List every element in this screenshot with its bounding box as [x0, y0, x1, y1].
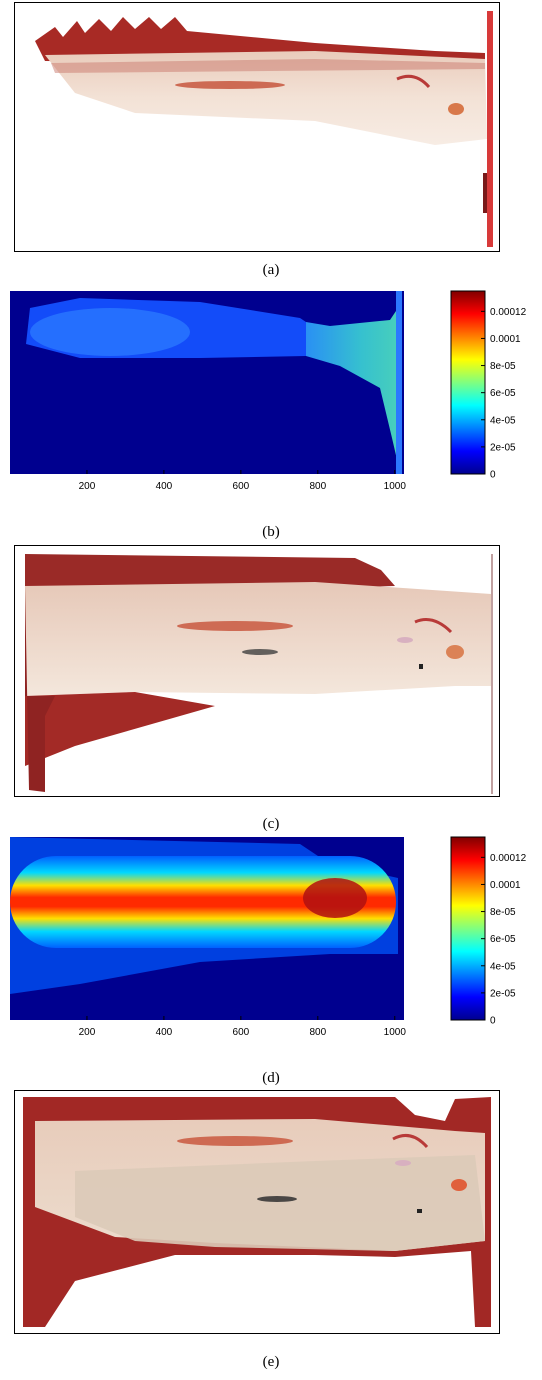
caption-c: (c) [262, 816, 280, 832]
caption-d: (d) [262, 1070, 280, 1086]
x-tick-label: 400 [156, 481, 173, 492]
x-tick-label: 800 [309, 1027, 326, 1038]
colorbar-tick-label: 0 [490, 470, 496, 481]
colorbar-tick-label: 0.00012 [490, 307, 527, 318]
x-tick-label: 1000 [384, 481, 407, 492]
caption-a: (a) [262, 262, 280, 278]
colorbar-tick-label: 8e-05 [490, 361, 516, 372]
colorbar-d [450, 836, 486, 1021]
caption-e: (e) [262, 1354, 280, 1370]
texture-panel-a [14, 2, 500, 252]
colorbar-tick-label: 0.00012 [490, 853, 527, 864]
colorbar-tick-label: 2e-05 [490, 988, 516, 999]
texture-panel-e [14, 1090, 500, 1334]
texture-image-c [25, 554, 493, 794]
colorbar-tick-label: 0.0001 [490, 880, 521, 891]
heatmap-d: 200 400 600 800 1000 0 2e-05 4e-05 6e-05 8e-05 0.… [10, 836, 527, 1038]
x-tick-label: 800 [309, 481, 326, 492]
texture-image-e [23, 1097, 491, 1327]
heatmap-panel-d: 200 400 600 800 1000 0 2e-05 4e-05 6e-05 8e-05 0.… [0, 834, 542, 1044]
texture-panel-c [14, 545, 500, 797]
colorbar-tick-label: 0.0001 [490, 334, 521, 345]
x-tick-label: 1000 [384, 1027, 407, 1038]
x-tick-label: 200 [79, 481, 96, 492]
texture-image-a [35, 11, 493, 247]
heatmap-b: 200 400 600 800 1000 0 2e-05 4e-05 6e-05 8e-05 0.… [10, 290, 527, 492]
colorbar-tick-label: 4e-05 [490, 961, 516, 972]
colorbar-b [450, 290, 486, 475]
x-tick-label: 600 [233, 1027, 250, 1038]
x-tick-label: 200 [79, 1027, 96, 1038]
caption-b: (b) [262, 524, 280, 540]
colorbar-tick-label: 0 [490, 1016, 496, 1027]
heatmap-panel-b: 200 400 600 800 1000 0 2e-05 4e-05 6e-05 8e-05 0.… [0, 288, 542, 498]
colorbar-tick-label: 6e-05 [490, 388, 516, 399]
colorbar-tick-label: 2e-05 [490, 442, 516, 453]
colorbar-tick-label: 8e-05 [490, 907, 516, 918]
colorbar-tick-label: 6e-05 [490, 934, 516, 945]
colorbar-tick-label: 4e-05 [490, 415, 516, 426]
x-tick-label: 400 [156, 1027, 173, 1038]
x-tick-label: 600 [233, 481, 250, 492]
